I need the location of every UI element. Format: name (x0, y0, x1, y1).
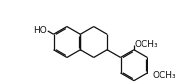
Text: HO: HO (33, 26, 47, 35)
Text: OCH₃: OCH₃ (134, 40, 158, 49)
Text: OCH₃: OCH₃ (152, 71, 176, 80)
